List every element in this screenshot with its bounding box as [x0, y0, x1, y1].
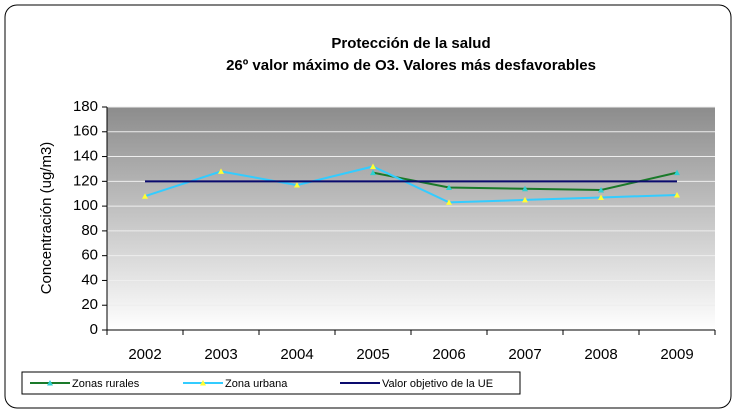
- point-marker: [598, 187, 604, 193]
- x-tick-label: 2004: [280, 346, 313, 363]
- y-tick-label: 120: [73, 172, 98, 189]
- y-tick-label: 60: [81, 247, 98, 264]
- point-marker: [294, 182, 300, 188]
- x-tick-label: 2008: [584, 346, 617, 363]
- point-marker: [522, 196, 528, 203]
- y-tick-label: 80: [81, 222, 98, 239]
- y-tick-label: 180: [73, 98, 98, 115]
- x-tick-label: 2006: [432, 346, 465, 363]
- y-tick-label: 20: [81, 296, 98, 313]
- point-marker: [674, 191, 680, 198]
- point-marker: [446, 199, 452, 205]
- legend-label: Valor objetivo de la UE: [382, 378, 493, 390]
- point-marker: [370, 169, 376, 176]
- legend-marker: [200, 380, 206, 386]
- point-marker: [446, 184, 452, 191]
- y-tick-label: 160: [73, 123, 98, 140]
- x-tick-label: 2009: [660, 346, 693, 363]
- point-marker: [598, 194, 604, 200]
- chart-title: Protección de la salud: [331, 35, 490, 52]
- point-marker: [142, 193, 148, 199]
- y-tick-label: 100: [73, 197, 98, 214]
- legend-label: Zona urbana: [225, 378, 288, 390]
- chart-subtitle: 26º valor máximo de O3. Valores más desf…: [226, 57, 596, 74]
- plot-area: [107, 107, 715, 330]
- legend-label: Zonas rurales: [72, 378, 140, 390]
- x-tick-label: 2007: [508, 346, 541, 363]
- x-tick-label: 2005: [356, 346, 389, 363]
- point-marker: [674, 169, 680, 176]
- legend-marker: [47, 380, 53, 386]
- point-marker: [218, 168, 224, 174]
- x-tick-label: 2002: [128, 346, 161, 363]
- y-axis-label: Concentración (ug/m3): [38, 142, 55, 295]
- y-tick-label: 0: [90, 321, 98, 338]
- y-tick-label: 140: [73, 148, 98, 165]
- point-marker: [522, 185, 528, 192]
- series-line: [144, 165, 678, 204]
- y-tick-label: 40: [81, 271, 98, 288]
- legend: [21, 371, 521, 395]
- point-marker: [370, 163, 376, 169]
- x-tick-label: 2003: [204, 346, 237, 363]
